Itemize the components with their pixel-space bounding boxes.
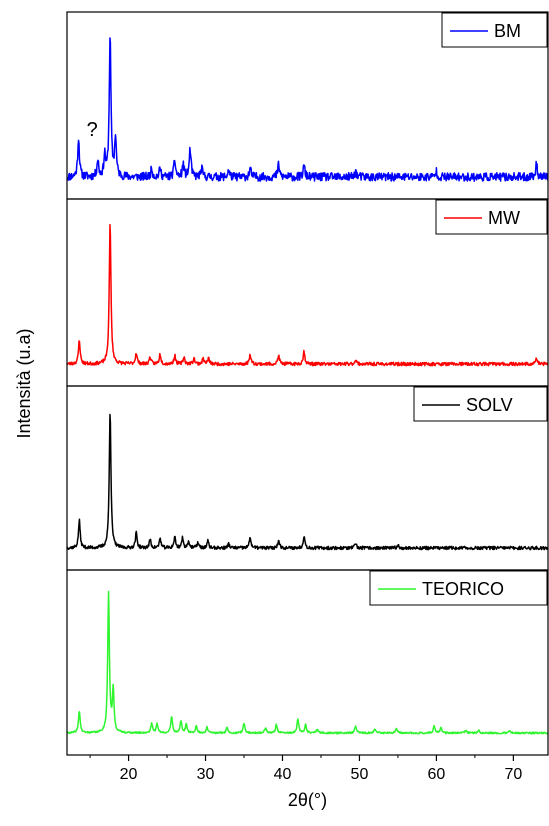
legend-box — [435, 199, 548, 235]
series-line-teorico — [66, 590, 548, 735]
annotation-question-mark: ? — [87, 119, 98, 141]
x-tick-label: 20 — [120, 766, 138, 783]
legend-label: BM — [494, 21, 521, 41]
legend-label: TEORICO — [422, 579, 504, 599]
panel-mw: MW — [66, 198, 549, 387]
series-line-solv — [66, 413, 549, 551]
legend-label: SOLV — [466, 395, 513, 415]
series-line-mw — [66, 223, 549, 367]
legend-box — [369, 570, 548, 606]
series-line-bm — [66, 37, 549, 182]
x-tick-label: 70 — [504, 766, 522, 783]
x-tick-label: 50 — [351, 766, 369, 783]
panel-frame-teorico — [66, 569, 549, 756]
x-tick-label: 40 — [274, 766, 292, 783]
legend-mw: MW — [435, 199, 548, 235]
legend-label: MW — [488, 208, 520, 228]
legend-solv: SOLV — [413, 386, 548, 422]
y-axis-title: Intensità (u.a) — [14, 328, 34, 438]
panel-teorico: TEORICO — [66, 569, 549, 756]
x-axis: 20 30 40 50 60 70 — [89, 755, 522, 783]
legend-box — [413, 386, 548, 422]
x-axis-title: 2θ(°) — [288, 790, 327, 810]
panel-bm: BM? — [66, 11, 549, 200]
legend-teorico: TEORICO — [369, 570, 548, 606]
panels-layer: BM? MW SOLV TEORICO — [66, 11, 549, 756]
x-tick-label: 60 — [428, 766, 446, 783]
legend-box — [441, 12, 548, 48]
legend-bm: BM — [441, 12, 548, 48]
x-tick-label: 30 — [197, 766, 215, 783]
panel-solv: SOLV — [66, 385, 549, 571]
